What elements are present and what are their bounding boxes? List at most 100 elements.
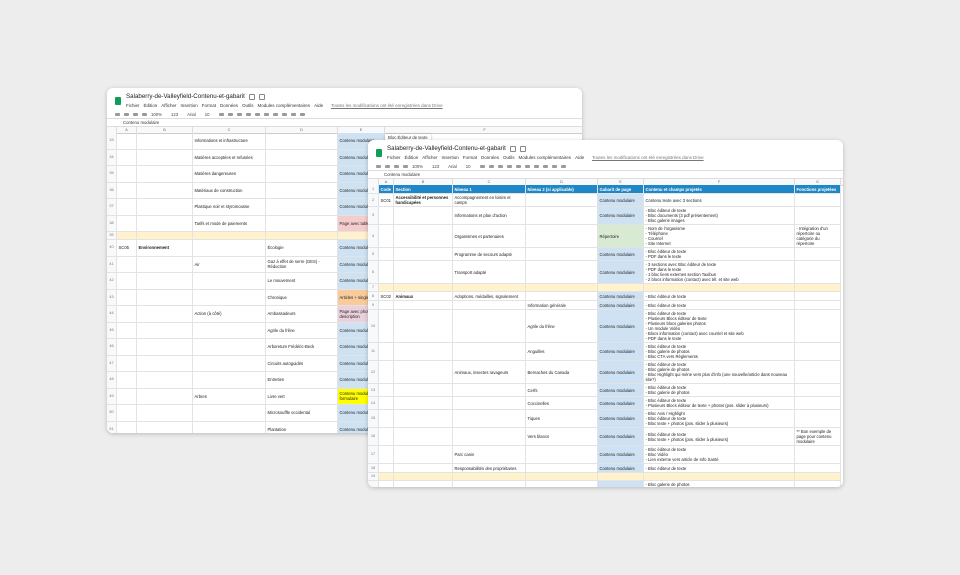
cell[interactable] (394, 225, 453, 247)
column-letter[interactable]: E (598, 179, 644, 185)
cell[interactable] (394, 397, 453, 409)
cell[interactable] (117, 322, 137, 338)
cell[interactable]: Contenu modulaire (598, 428, 644, 445)
cell[interactable] (117, 289, 137, 305)
menu-item[interactable]: Édition (404, 154, 419, 160)
menu-item[interactable]: Aide (575, 154, 585, 160)
cell[interactable] (453, 397, 526, 409)
cell[interactable] (795, 446, 841, 463)
cell[interactable] (193, 232, 266, 239)
cell[interactable]: - Bloc Avis / Highlight - Bloc éditeur d… (644, 410, 795, 427)
cell[interactable]: SC05 (117, 240, 137, 256)
cell[interactable] (266, 199, 338, 215)
cell[interactable]: Arbres de Noël (453, 481, 526, 487)
cell[interactable]: - Bloc éditeur de texte - Bloc galerie d… (644, 343, 795, 360)
toolbar-icon[interactable] (497, 164, 503, 168)
zoom[interactable]: 100% (151, 111, 162, 117)
cell[interactable]: Contenu modulaire (598, 361, 644, 383)
cell[interactable]: Fonctions projetées (795, 185, 841, 193)
cell[interactable]: Contenu modulaire (598, 343, 644, 360)
column-letter[interactable]: F (385, 127, 582, 133)
toolbar-icon[interactable] (542, 164, 548, 168)
cell[interactable] (526, 464, 598, 472)
cell[interactable] (379, 343, 394, 360)
cell[interactable] (193, 240, 266, 256)
menu-item[interactable]: Format (462, 154, 477, 160)
cell[interactable] (795, 284, 841, 291)
cell[interactable] (379, 410, 394, 427)
column-letter[interactable]: F (644, 179, 795, 185)
cell[interactable] (644, 473, 795, 480)
cell[interactable]: Circuits autoguidés (266, 355, 338, 371)
toolbar-icon[interactable] (299, 112, 305, 116)
cell[interactable]: ** Bon exemple de page pour contenu modu… (795, 428, 841, 445)
cell[interactable]: - Bloc éditeur de texte (644, 301, 795, 309)
cell[interactable] (117, 388, 137, 404)
toolbar-icon[interactable] (488, 164, 494, 168)
cell[interactable] (598, 473, 644, 480)
cell[interactable]: - Bloc éditeur de texte - Plusieurs Bloc… (644, 310, 795, 342)
cell[interactable] (795, 261, 841, 283)
toolbar-icon[interactable] (290, 112, 296, 116)
cell[interactable] (117, 421, 137, 433)
cell[interactable] (137, 322, 193, 338)
menu-item[interactable]: Données (481, 154, 500, 160)
cell[interactable] (795, 310, 841, 342)
star-icon[interactable] (248, 93, 255, 100)
cell[interactable] (137, 388, 193, 404)
cell[interactable] (795, 207, 841, 224)
cell[interactable] (117, 149, 137, 165)
number-format[interactable]: 123 (171, 111, 179, 117)
toolbar-icon[interactable] (124, 112, 129, 116)
cell[interactable] (394, 284, 453, 291)
cell[interactable] (137, 405, 193, 421)
save-status[interactable]: Toutes les modifications ont été enregis… (331, 102, 443, 108)
cell[interactable]: Gaz à effet de serre (GES) - Réduction (266, 256, 338, 272)
cell[interactable]: Contenu modulaire (598, 384, 644, 396)
cell[interactable] (117, 306, 137, 322)
cell[interactable]: Accompagnement en loisirs et camps (453, 194, 526, 206)
cell[interactable]: Action (à côté) (193, 306, 266, 322)
menu-item[interactable]: Insertion (441, 154, 459, 160)
cell[interactable]: Environnement (137, 240, 193, 256)
cell[interactable] (394, 384, 453, 396)
cell[interactable] (379, 428, 394, 445)
menu-item[interactable]: Afficher (422, 154, 438, 160)
menu-item[interactable]: Outils (503, 154, 515, 160)
cell[interactable] (117, 166, 137, 182)
cell[interactable] (266, 182, 338, 198)
menu-item[interactable]: Édition (143, 102, 158, 108)
cell[interactable] (117, 199, 137, 215)
cell[interactable]: Contenu modulaire (598, 194, 644, 206)
star-icon[interactable] (509, 145, 516, 152)
cell[interactable]: Vers blancs (526, 428, 598, 445)
cell[interactable] (379, 248, 394, 260)
cell[interactable] (453, 343, 526, 360)
cell[interactable]: - Bloc galerie de photos - Bloc texte 2 … (644, 481, 795, 487)
cell[interactable]: SC01 (379, 194, 394, 206)
cell[interactable] (379, 446, 394, 463)
cell[interactable]: Contenu modulaire (598, 410, 644, 427)
cell[interactable] (379, 464, 394, 472)
cell[interactable]: Contenu modulaire (598, 261, 644, 283)
toolbar-icon[interactable] (142, 112, 147, 116)
cell[interactable]: Anguilles (526, 343, 598, 360)
cell[interactable] (795, 301, 841, 309)
toolbar-icon[interactable] (133, 112, 138, 116)
cell[interactable] (453, 384, 526, 396)
cell[interactable] (394, 410, 453, 427)
menu-item[interactable]: Insertion (180, 102, 198, 108)
save-status[interactable]: Toutes les modifications ont été enregis… (592, 154, 704, 160)
cell[interactable]: SC03 (379, 481, 394, 487)
cell[interactable]: - Bloc éditeur de texte - Plusieurs Bloc… (644, 397, 795, 409)
cell[interactable]: - Bloc éditeur de texte - PDF dans le te… (644, 248, 795, 260)
cell[interactable] (394, 464, 453, 472)
cell[interactable]: Parc canin (453, 446, 526, 463)
toolbar-icon[interactable] (227, 112, 233, 116)
cell[interactable] (137, 166, 193, 182)
cell[interactable] (526, 481, 598, 487)
column-letter[interactable]: B (137, 127, 193, 133)
cell[interactable]: SC02 (379, 292, 394, 300)
toolbar-icon[interactable] (533, 164, 539, 168)
cell[interactable]: Transport adapté (453, 261, 526, 283)
